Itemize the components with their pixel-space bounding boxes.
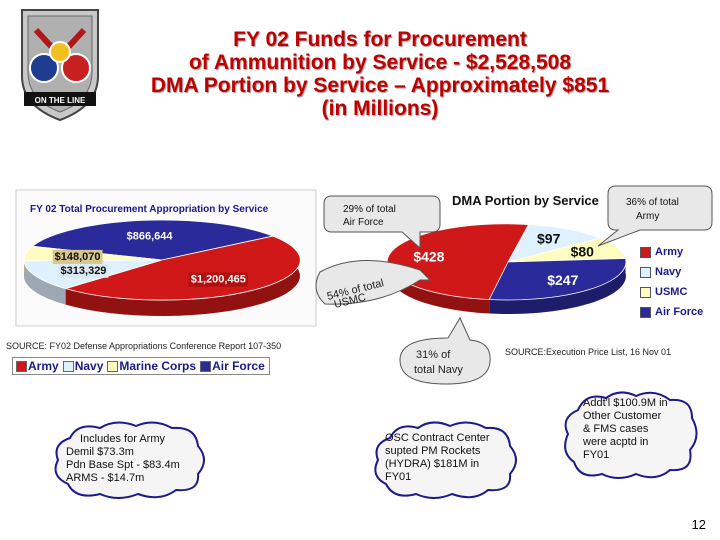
legend-swatch xyxy=(200,360,212,372)
callout-army: 36% of total Army xyxy=(597,185,713,247)
left-pie-labels: $866,644 $1,200,465 $313,329 $148,070 xyxy=(52,229,248,287)
cloud-addtl xyxy=(564,391,698,479)
legend-label: USMC xyxy=(655,286,688,298)
slide-title: FY 02 Funds for Procurement of Ammunitio… xyxy=(100,28,660,120)
charts-canvas: FY 02 Total Procurement Appropriation by… xyxy=(15,185,713,385)
legend-label: Air Force xyxy=(212,359,265,373)
cloud2-line3: (HYDRA) $181M in xyxy=(385,458,480,470)
cloud3-line3: & FMS cases xyxy=(583,423,649,435)
pie-label-bg xyxy=(52,249,103,264)
callout-usmc: 54% of total USMC xyxy=(315,259,432,311)
right-legend-army: Army xyxy=(640,242,703,262)
legend-swatch xyxy=(16,360,27,372)
right-pie-labels: $97 $80 $247 $428 xyxy=(413,231,594,288)
cloud1-line1: Includes for Army xyxy=(80,433,165,445)
pie-label-bg xyxy=(188,272,248,287)
cloud2-line2: supted PM Rockets xyxy=(385,445,481,457)
right-legend-navy: Navy xyxy=(640,262,703,282)
cloud-addtl-text: Addt'l $100.9M in Other Customer & FMS c… xyxy=(583,397,668,462)
pie-slice-air-force xyxy=(488,258,627,301)
cloud-osc xyxy=(374,421,517,499)
left-legend-marine-corps: Marine Corps xyxy=(107,359,196,373)
cloud3-line5: FY01 xyxy=(583,449,610,461)
legend-swatch xyxy=(107,360,119,372)
legend-label: Army xyxy=(655,246,684,258)
pie-label-navy: $313,329 xyxy=(61,265,107,277)
cloud2-line1: OSC Contract Center xyxy=(385,432,490,444)
legend-swatch xyxy=(62,360,74,372)
right-chart-legend: Army Navy USMC Air Force xyxy=(640,242,703,322)
left-chart-title: FY 02 Total Procurement Appropriation by… xyxy=(30,204,269,215)
pie-label-usmc: $80 xyxy=(571,243,595,259)
title-line-2: of Ammunition by Service - $2,528,508 xyxy=(188,51,572,74)
cloud2-line4: FY01 xyxy=(385,471,412,483)
legend-label: Marine Corps xyxy=(119,359,197,373)
left-legend-navy: Navy xyxy=(62,359,104,373)
cloud3-line4: were acptd in xyxy=(583,436,649,448)
right-chart-title: DMA Portion by Service xyxy=(452,193,599,208)
legend-label: Navy xyxy=(655,266,682,278)
legend-swatch xyxy=(640,246,651,258)
pie-label-air-force: $247 xyxy=(547,272,578,288)
pie-label-army: $428 xyxy=(413,249,444,265)
right-legend-usmc: USMC xyxy=(640,282,703,302)
title-line-3: DMA Portion by Service – Approximately $… xyxy=(150,74,610,97)
pie-side-army xyxy=(65,236,300,316)
cloud-army-includes-text: Includes for Army Demil $73.3m Pdn Base … xyxy=(66,433,180,485)
callout-navy: 31% of total Navy xyxy=(399,316,491,385)
source-left: SOURCE: FY02 Defense Appropriations Conf… xyxy=(6,341,282,351)
pie-side-navy xyxy=(24,260,66,305)
pie-label-marine-corps: $148,070 xyxy=(55,251,101,263)
pie-label-navy: $97 xyxy=(537,231,561,247)
cloud-osc-text: OSC Contract Center supted PM Rockets (H… xyxy=(385,432,490,484)
cloud1-line3: Pdn Base Spt - $83.4m xyxy=(66,459,180,471)
cloud3-line2: Other Customer xyxy=(583,410,662,422)
logo-motto: ON THE LINE xyxy=(35,96,86,105)
left-chart-legend: Army Navy Marine Corps Air Force xyxy=(12,357,270,375)
callout-army-line1: 36% of total xyxy=(626,197,679,208)
cloud-army-includes xyxy=(54,421,205,499)
legend-label: Air Force xyxy=(655,306,704,318)
page-number: 12 xyxy=(691,517,706,532)
pie-label-bg xyxy=(58,263,109,278)
title-line-1: FY 02 Funds for Procurement xyxy=(233,28,527,51)
pie-label-air-force: $866,644 xyxy=(127,231,174,243)
cloud1-line4: ARMS - $14.7m xyxy=(66,472,145,484)
callout-airforce: 29% of total Air Force xyxy=(323,195,441,250)
callout-army-line2: Army xyxy=(636,211,659,222)
legend-swatch xyxy=(640,306,651,318)
callout-airforce-line1: 29% of total xyxy=(343,204,396,215)
legend-label: Navy xyxy=(74,359,104,373)
cloud3-line1: Addt'l $100.9M in xyxy=(583,397,668,409)
right-legend-air-force: Air Force xyxy=(640,302,703,322)
pie-slice-army xyxy=(386,223,530,300)
pie-label-bg xyxy=(124,229,176,244)
callout-navy-line1: 31% of xyxy=(416,349,451,361)
cloud1-line2: Demil $73.3m xyxy=(66,446,134,458)
legend-swatch xyxy=(640,286,651,298)
left-legend-air-force: Air Force xyxy=(200,359,265,373)
source-right: SOURCE:Execution Price List, 16 Nov 01 xyxy=(505,347,672,357)
legend-label: Army xyxy=(28,359,59,373)
callout-navy-line2: total Navy xyxy=(414,364,463,376)
command-logo: ON THE LINE xyxy=(21,9,99,122)
left-legend-army: Army xyxy=(16,359,59,373)
callout-airforce-line2: Air Force xyxy=(343,217,384,228)
right-pie xyxy=(386,223,627,314)
pie-slice-navy xyxy=(507,224,601,263)
title-line-4: (in Millions) xyxy=(321,97,439,120)
legend-swatch xyxy=(640,266,651,278)
pie-label-army: $1,200,465 xyxy=(191,274,246,286)
